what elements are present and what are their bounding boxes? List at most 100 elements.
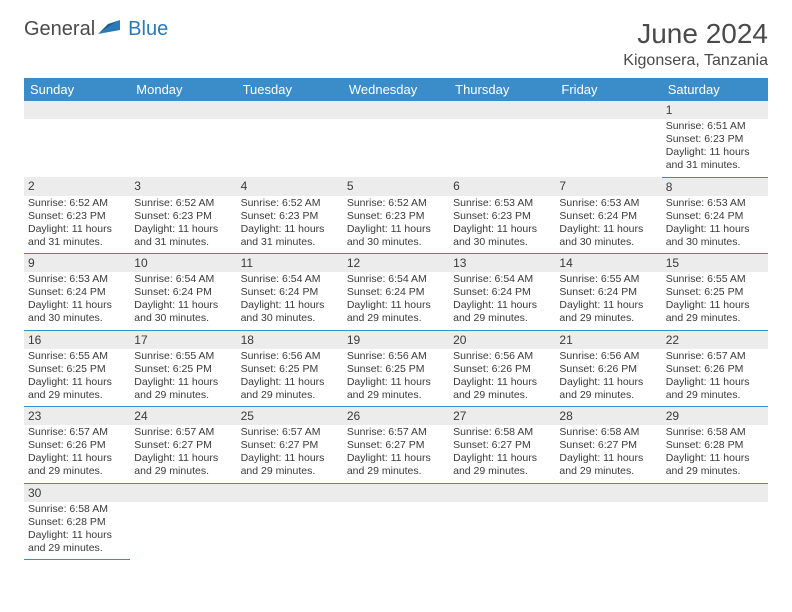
day-number-cell: 20 [449, 330, 555, 349]
day-detail-cell: Sunrise: 6:52 AMSunset: 6:23 PMDaylight:… [24, 196, 130, 254]
daylight-text-1: Daylight: 11 hours [666, 376, 764, 389]
sunset-text: Sunset: 6:25 PM [241, 363, 339, 376]
weekday-header: Sunday [24, 78, 130, 101]
daylight-text-2: and 29 minutes. [241, 465, 339, 478]
day-detail-cell: Sunrise: 6:53 AMSunset: 6:23 PMDaylight:… [449, 196, 555, 254]
sunrise-text: Sunrise: 6:52 AM [134, 197, 232, 210]
day-number-cell: 25 [237, 407, 343, 426]
sunrise-text: Sunrise: 6:54 AM [134, 273, 232, 286]
daylight-text-2: and 30 minutes. [453, 236, 551, 249]
daylight-text-2: and 29 minutes. [666, 389, 764, 402]
weekday-header: Monday [130, 78, 236, 101]
sunrise-text: Sunrise: 6:55 AM [666, 273, 764, 286]
daylight-text-1: Daylight: 11 hours [347, 223, 445, 236]
day-detail-cell: Sunrise: 6:55 AMSunset: 6:25 PMDaylight:… [662, 272, 768, 330]
sunset-text: Sunset: 6:26 PM [28, 439, 126, 452]
day-number-cell: 14 [555, 254, 661, 273]
daylight-text-1: Daylight: 11 hours [241, 223, 339, 236]
day-detail-cell [449, 502, 555, 560]
day-detail-cell [237, 502, 343, 560]
sunrise-text: Sunrise: 6:54 AM [241, 273, 339, 286]
day-detail-cell: Sunrise: 6:53 AMSunset: 6:24 PMDaylight:… [24, 272, 130, 330]
sunset-text: Sunset: 6:24 PM [28, 286, 126, 299]
month-title: June 2024 [623, 18, 768, 50]
sunset-text: Sunset: 6:23 PM [666, 133, 764, 146]
day-number-cell: 11 [237, 254, 343, 273]
daylight-text-2: and 29 minutes. [559, 312, 657, 325]
daylight-text-2: and 30 minutes. [241, 312, 339, 325]
sunset-text: Sunset: 6:27 PM [134, 439, 232, 452]
weekday-header: Wednesday [343, 78, 449, 101]
daylight-text-2: and 29 minutes. [134, 465, 232, 478]
day-detail-cell: Sunrise: 6:52 AMSunset: 6:23 PMDaylight:… [343, 196, 449, 254]
day-number-cell [449, 101, 555, 119]
daylight-text-2: and 31 minutes. [134, 236, 232, 249]
day-number-cell: 6 [449, 177, 555, 196]
day-detail-cell: Sunrise: 6:53 AMSunset: 6:24 PMDaylight:… [555, 196, 661, 254]
sunrise-text: Sunrise: 6:53 AM [453, 197, 551, 210]
day-detail-cell [343, 502, 449, 560]
sunset-text: Sunset: 6:27 PM [241, 439, 339, 452]
sunset-text: Sunset: 6:23 PM [453, 210, 551, 223]
day-detail-cell [237, 119, 343, 177]
day-detail-cell: Sunrise: 6:58 AMSunset: 6:27 PMDaylight:… [449, 425, 555, 483]
daylight-text-1: Daylight: 11 hours [134, 376, 232, 389]
day-number-cell [555, 483, 661, 502]
daylight-text-1: Daylight: 11 hours [666, 146, 764, 159]
day-detail-cell: Sunrise: 6:58 AMSunset: 6:28 PMDaylight:… [24, 502, 130, 560]
day-number-row: 23242526272829 [24, 407, 768, 426]
day-number-cell [449, 483, 555, 502]
day-detail-cell: Sunrise: 6:56 AMSunset: 6:25 PMDaylight:… [237, 349, 343, 407]
sunset-text: Sunset: 6:27 PM [347, 439, 445, 452]
day-number-cell: 18 [237, 330, 343, 349]
sunrise-text: Sunrise: 6:51 AM [666, 120, 764, 133]
sunset-text: Sunset: 6:24 PM [347, 286, 445, 299]
sunrise-text: Sunrise: 6:53 AM [559, 197, 657, 210]
brand-text-blue: Blue [128, 18, 168, 41]
sunset-text: Sunset: 6:25 PM [347, 363, 445, 376]
day-number-cell: 16 [24, 330, 130, 349]
day-body-row: Sunrise: 6:55 AMSunset: 6:25 PMDaylight:… [24, 349, 768, 407]
page-header: General Blue June 2024 Kigonsera, Tanzan… [0, 0, 792, 78]
day-detail-cell: Sunrise: 6:56 AMSunset: 6:25 PMDaylight:… [343, 349, 449, 407]
day-detail-cell [130, 119, 236, 177]
day-body-row: Sunrise: 6:58 AMSunset: 6:28 PMDaylight:… [24, 502, 768, 560]
day-number-cell: 24 [130, 407, 236, 426]
sunrise-text: Sunrise: 6:56 AM [347, 350, 445, 363]
sunrise-text: Sunrise: 6:54 AM [347, 273, 445, 286]
day-body-row: Sunrise: 6:53 AMSunset: 6:24 PMDaylight:… [24, 272, 768, 330]
day-detail-cell: Sunrise: 6:54 AMSunset: 6:24 PMDaylight:… [237, 272, 343, 330]
day-detail-cell [449, 119, 555, 177]
daylight-text-1: Daylight: 11 hours [559, 452, 657, 465]
sunset-text: Sunset: 6:26 PM [559, 363, 657, 376]
daylight-text-2: and 29 minutes. [453, 465, 551, 478]
daylight-text-1: Daylight: 11 hours [241, 376, 339, 389]
daylight-text-1: Daylight: 11 hours [134, 452, 232, 465]
daylight-text-2: and 29 minutes. [666, 465, 764, 478]
day-detail-cell: Sunrise: 6:56 AMSunset: 6:26 PMDaylight:… [449, 349, 555, 407]
sunrise-text: Sunrise: 6:57 AM [666, 350, 764, 363]
daylight-text-1: Daylight: 11 hours [453, 223, 551, 236]
day-detail-cell: Sunrise: 6:52 AMSunset: 6:23 PMDaylight:… [237, 196, 343, 254]
sunset-text: Sunset: 6:23 PM [134, 210, 232, 223]
sunrise-text: Sunrise: 6:58 AM [559, 426, 657, 439]
sunset-text: Sunset: 6:24 PM [559, 286, 657, 299]
daylight-text-1: Daylight: 11 hours [559, 376, 657, 389]
weekday-header-row: SundayMondayTuesdayWednesdayThursdayFrid… [24, 78, 768, 101]
sunset-text: Sunset: 6:25 PM [134, 363, 232, 376]
daylight-text-1: Daylight: 11 hours [453, 452, 551, 465]
weekday-header: Friday [555, 78, 661, 101]
day-detail-cell: Sunrise: 6:54 AMSunset: 6:24 PMDaylight:… [343, 272, 449, 330]
daylight-text-1: Daylight: 11 hours [453, 299, 551, 312]
daylight-text-1: Daylight: 11 hours [28, 223, 126, 236]
day-number-cell [343, 483, 449, 502]
brand-text-general: General [24, 18, 95, 41]
daylight-text-2: and 30 minutes. [134, 312, 232, 325]
day-detail-cell: Sunrise: 6:58 AMSunset: 6:28 PMDaylight:… [662, 425, 768, 483]
sunrise-text: Sunrise: 6:57 AM [134, 426, 232, 439]
day-detail-cell: Sunrise: 6:54 AMSunset: 6:24 PMDaylight:… [130, 272, 236, 330]
daylight-text-1: Daylight: 11 hours [28, 376, 126, 389]
day-number-cell [237, 483, 343, 502]
day-detail-cell: Sunrise: 6:54 AMSunset: 6:24 PMDaylight:… [449, 272, 555, 330]
day-number-cell: 2 [24, 177, 130, 196]
